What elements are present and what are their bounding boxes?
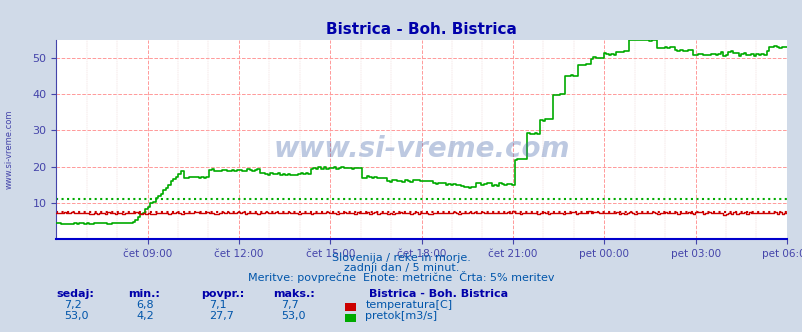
Text: 7,1: 7,1 [209,300,226,310]
Text: povpr.:: povpr.: [200,289,244,299]
Text: pretok[m3/s]: pretok[m3/s] [365,311,437,321]
Text: 7,7: 7,7 [281,300,298,310]
Text: 53,0: 53,0 [281,311,306,321]
Text: temperatura[C]: temperatura[C] [365,300,452,310]
Text: 4,2: 4,2 [136,311,154,321]
Text: www.si-vreme.com: www.si-vreme.com [5,110,14,189]
Text: sedaj:: sedaj: [56,289,94,299]
Text: 27,7: 27,7 [209,311,233,321]
Text: 6,8: 6,8 [136,300,154,310]
Text: Meritve: povprečne  Enote: metrične  Črta: 5% meritev: Meritve: povprečne Enote: metrične Črta:… [248,271,554,283]
Text: 53,0: 53,0 [64,311,89,321]
Text: 7,2: 7,2 [64,300,82,310]
Text: zadnji dan / 5 minut.: zadnji dan / 5 minut. [343,263,459,273]
Text: www.si-vreme.com: www.si-vreme.com [273,135,569,163]
Text: min.:: min.: [128,289,160,299]
Text: maks.:: maks.: [273,289,314,299]
Text: Slovenija / reke in morje.: Slovenija / reke in morje. [332,253,470,263]
Title: Bistrica - Boh. Bistrica: Bistrica - Boh. Bistrica [326,22,516,37]
Text: Bistrica - Boh. Bistrica: Bistrica - Boh. Bistrica [369,289,508,299]
